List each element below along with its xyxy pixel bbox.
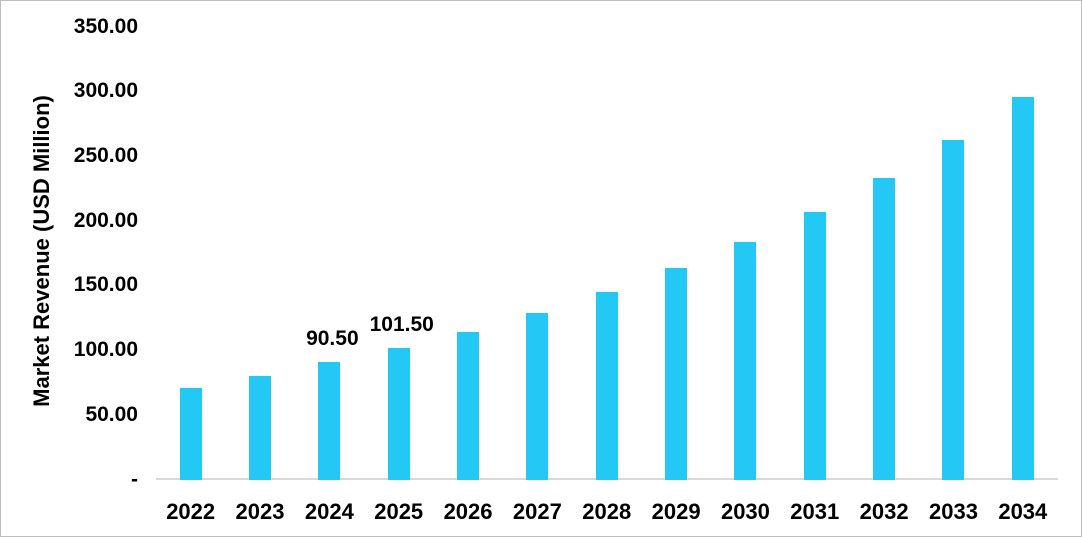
- bar-2027: [526, 312, 549, 480]
- bar-2028: [595, 291, 618, 480]
- x-axis-label-2024: 2024: [304, 499, 354, 524]
- bar-2031: [803, 211, 826, 480]
- data-label-2025: 101.50: [369, 313, 434, 337]
- x-axis-label-2027: 2027: [512, 499, 562, 524]
- x-axis-label-2029: 2029: [651, 499, 701, 524]
- x-axis-label-2033: 2033: [928, 499, 978, 524]
- bar-2024: [318, 362, 341, 480]
- x-axis-label-2031: 2031: [790, 499, 840, 524]
- x-axis-label-2032: 2032: [859, 499, 909, 524]
- bar-2030: [734, 241, 757, 480]
- data-label-2024: 90.50: [306, 327, 359, 351]
- x-axis-label-2026: 2026: [443, 499, 493, 524]
- bar-2022: [179, 387, 202, 480]
- y-axis-tick-label: -: [131, 467, 138, 491]
- x-axis-label-2028: 2028: [582, 499, 632, 524]
- x-axis-label-2022: 2022: [166, 499, 216, 524]
- x-axis-label-2030: 2030: [720, 499, 770, 524]
- bar-2033: [942, 140, 965, 480]
- y-axis-tick-label: 100.00: [73, 338, 138, 362]
- y-axis-tick-label: 50.00: [85, 402, 138, 426]
- x-axis-label-2025: 2025: [374, 499, 424, 524]
- bar-2029: [665, 268, 688, 480]
- y-axis-tick-label: 150.00: [73, 273, 138, 297]
- bar-2025: [387, 348, 410, 480]
- y-axis-tick-label: 300.00: [73, 79, 138, 103]
- y-axis-tick-label: 250.00: [73, 143, 138, 167]
- x-axis-label-2023: 2023: [235, 499, 285, 524]
- bar-2023: [249, 375, 272, 480]
- x-axis-label-2034: 2034: [998, 499, 1048, 524]
- bar-2032: [873, 178, 896, 480]
- bar-2034: [1011, 97, 1034, 480]
- bar-2026: [457, 331, 480, 480]
- y-axis-tick-label: 350.00: [73, 14, 138, 38]
- y-axis-title: Market Revenue (USD Million): [29, 95, 54, 407]
- y-axis-tick-label: 200.00: [73, 208, 138, 232]
